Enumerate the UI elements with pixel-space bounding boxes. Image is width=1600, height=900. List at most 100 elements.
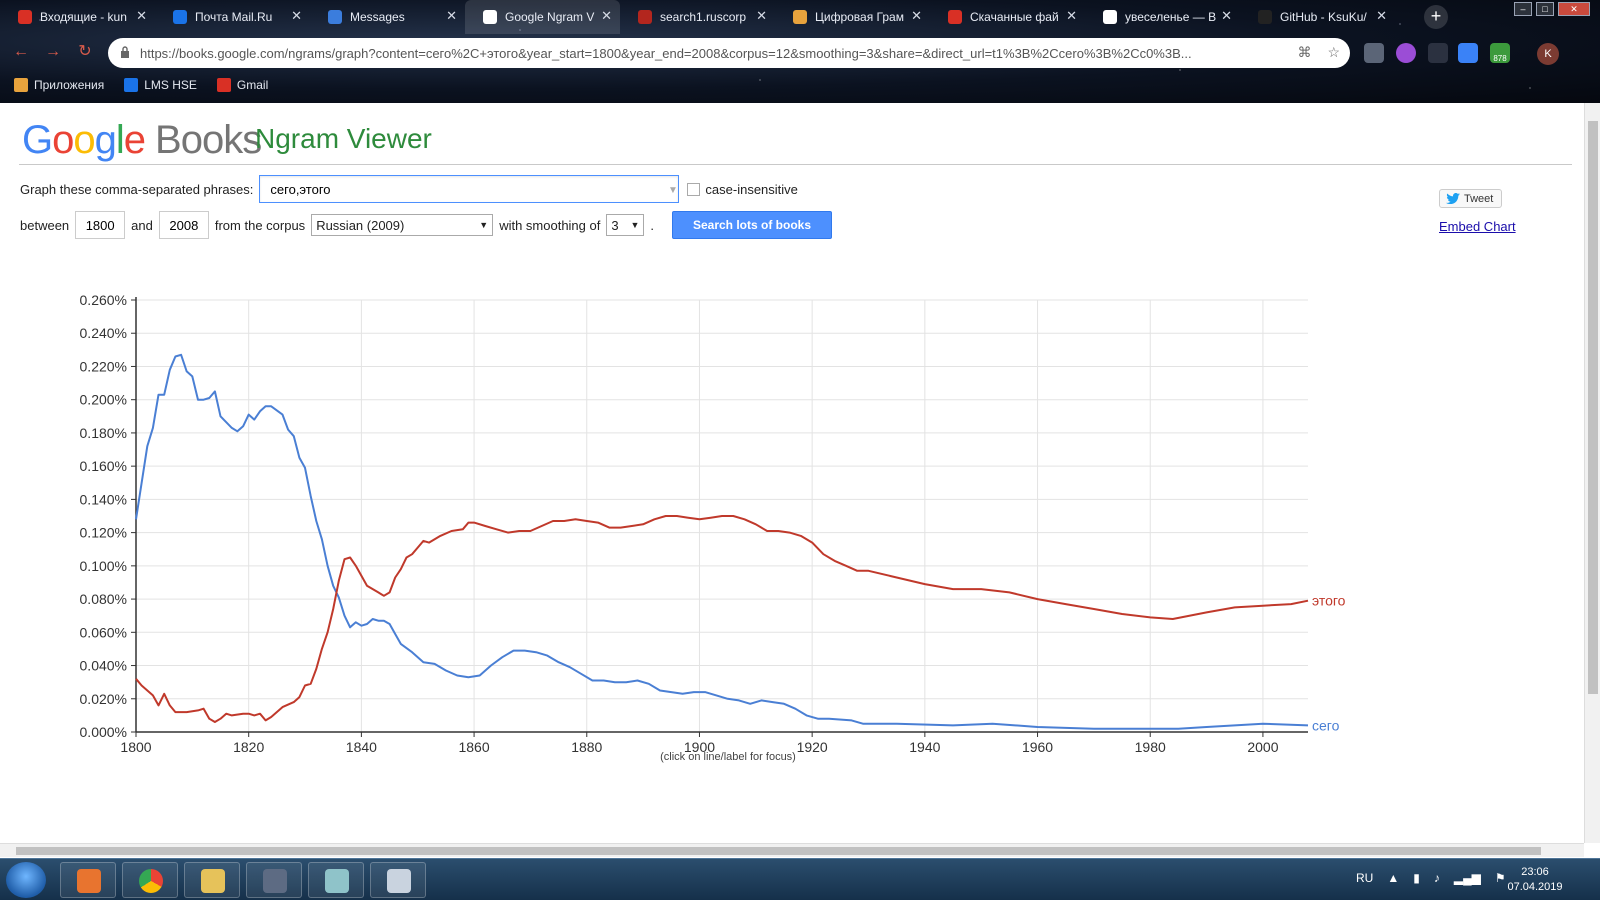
- embed-chart-link[interactable]: Embed Chart: [1439, 219, 1516, 234]
- bookmark-star-icon[interactable]: ☆: [1327, 44, 1340, 60]
- start-button[interactable]: [6, 862, 46, 898]
- close-tab-icon[interactable]: ✕: [756, 8, 767, 23]
- close-tab-icon[interactable]: ✕: [136, 8, 147, 23]
- maximize-button[interactable]: □: [1536, 2, 1554, 16]
- taskbar-chrome[interactable]: [122, 862, 178, 898]
- close-tab-icon[interactable]: ✕: [911, 8, 922, 23]
- y-tick-label: 0.220%: [80, 358, 127, 374]
- close-tab-icon[interactable]: ✕: [601, 8, 612, 23]
- search-button[interactable]: Search lots of books: [671, 211, 833, 239]
- browser-tab[interactable]: Цифровая Грам ✕: [775, 0, 930, 34]
- clock[interactable]: 23:06 07.04.2019: [1500, 865, 1570, 895]
- reload-icon[interactable]: ↻: [78, 43, 92, 60]
- close-tab-icon[interactable]: ✕: [1376, 8, 1387, 23]
- translate-icon[interactable]: ⌘: [1297, 44, 1312, 60]
- y-tick-label: 0.200%: [80, 392, 127, 408]
- year-start-input[interactable]: [75, 211, 126, 239]
- series-line-этого[interactable]: [135, 515, 1309, 723]
- taskbar-calculator[interactable]: [370, 862, 426, 898]
- browser-tab[interactable]: Входящие - kun ✕: [0, 0, 155, 34]
- series-label[interactable]: этого: [1312, 593, 1346, 609]
- extension-badge-icon[interactable]: 878: [1490, 43, 1510, 63]
- browser-tab[interactable]: Messages ✕: [310, 0, 465, 34]
- smoothing-value: 3: [611, 217, 619, 233]
- extension-moon-icon[interactable]: [1396, 43, 1416, 63]
- y-tick-label: 0.240%: [80, 325, 127, 341]
- system-tray: RU ▲ ▮ ♪ ▂▄▆ ⚑: [1356, 871, 1506, 885]
- tweet-button[interactable]: Tweet: [1439, 189, 1503, 208]
- extension-arrow-icon[interactable]: [1458, 43, 1478, 63]
- browser-tab[interactable]: Скачанные фай ✕: [930, 0, 1085, 34]
- case-insensitive-checkbox[interactable]: [687, 182, 701, 196]
- series-line-сего[interactable]: [135, 353, 1309, 730]
- x-tick-label: 1880: [571, 739, 602, 755]
- options-row: between and from the corpus Russian (200…: [20, 211, 833, 239]
- phrases-input[interactable]: [259, 175, 680, 203]
- browser-tab[interactable]: увеселенье — В ✕: [1085, 0, 1240, 34]
- header-divider: [19, 164, 1572, 165]
- windows-taskbar: RU ▲ ▮ ♪ ▂▄▆ ⚑ 23:06 07.04.2019: [0, 858, 1600, 900]
- volume-icon[interactable]: ♪: [1433, 871, 1440, 885]
- google-books-logo[interactable]: Google Books: [22, 118, 262, 162]
- vertical-scroll-thumb[interactable]: [1588, 121, 1598, 694]
- close-tab-icon[interactable]: ✕: [446, 8, 457, 23]
- close-tab-icon[interactable]: ✕: [291, 8, 302, 23]
- forward-icon[interactable]: →: [45, 43, 61, 60]
- browser-tab[interactable]: GitHub - KsuKu/ ✕: [1240, 0, 1395, 34]
- x-tick-label: 2000: [1247, 739, 1278, 755]
- network-icon[interactable]: ▮: [1413, 871, 1420, 885]
- address-bar[interactable]: https://books.google.com/ngrams/graph?co…: [108, 38, 1350, 68]
- language-indicator[interactable]: RU: [1356, 871, 1374, 885]
- bookmark-icon: [124, 78, 139, 92]
- vertical-scrollbar[interactable]: [1584, 103, 1600, 843]
- extension-cursor-icon[interactable]: [1428, 43, 1448, 63]
- taskbar-media-player[interactable]: [60, 862, 116, 898]
- x-tick-label: 1840: [346, 739, 377, 755]
- bookmark-item[interactable]: LMS HSE: [124, 78, 197, 92]
- tab-title: search1.ruscorp: [660, 10, 747, 24]
- taskbar-app-5[interactable]: [308, 862, 364, 898]
- phrases-label: Graph these comma-separated phrases:: [20, 181, 254, 197]
- series-label[interactable]: сего: [1312, 717, 1340, 733]
- page-title: Ngram Viewer: [255, 123, 432, 154]
- horizontal-scroll-thumb[interactable]: [16, 847, 1541, 855]
- close-tab-icon[interactable]: ✕: [1221, 8, 1232, 23]
- ngram-chart: 0.000% 0.020% 0.040% 0.060% 0.080% 0.100% 0.12…: [80, 292, 1346, 755]
- horizontal-scrollbar[interactable]: [0, 843, 1584, 857]
- tab-favicon-icon: [328, 10, 342, 24]
- x-tick-label: 1860: [458, 739, 489, 755]
- flag-icon[interactable]: ⚑: [1494, 871, 1506, 885]
- back-icon[interactable]: ←: [13, 43, 29, 60]
- tab-title: Messages: [350, 10, 405, 24]
- smoothing-select[interactable]: 3 ▼: [606, 214, 645, 236]
- y-tick-label: 0.000%: [80, 724, 127, 740]
- phrase-row: Graph these comma-separated phrases: ▼ c…: [20, 175, 798, 203]
- x-tick-label: 1940: [909, 739, 940, 755]
- clock-date: 07.04.2019: [1507, 881, 1563, 893]
- close-tab-icon[interactable]: ✕: [1066, 8, 1077, 23]
- clock-time: 23:06: [1521, 866, 1549, 878]
- year-end-input[interactable]: [158, 211, 209, 239]
- smoothing-label: with smoothing of: [499, 217, 601, 233]
- taskbar-explorer[interactable]: [184, 862, 240, 898]
- taskbar-app-4[interactable]: [246, 862, 302, 898]
- y-tick-label: 0.140%: [80, 491, 127, 507]
- bookmarks-bar: Приложения LMS HSE Gmail: [0, 73, 268, 97]
- corpus-select[interactable]: Russian (2009) ▼: [311, 214, 494, 236]
- bookmark-item[interactable]: Gmail: [216, 78, 268, 92]
- browser-tab[interactable]: search1.ruscorp ✕: [620, 0, 775, 34]
- profile-avatar[interactable]: K: [1537, 43, 1559, 65]
- minimize-button[interactable]: –: [1514, 2, 1532, 16]
- browser-tab[interactable]: Почта Mail.Ru ✕: [155, 0, 310, 34]
- bookmark-item[interactable]: Приложения: [14, 78, 104, 92]
- tab-favicon-icon: [483, 10, 497, 24]
- new-tab-button[interactable]: +: [1424, 5, 1448, 29]
- extension-icon[interactable]: [1364, 43, 1384, 63]
- browser-tab[interactable]: Google Ngram V ✕: [465, 0, 620, 34]
- tab-title: Почта Mail.Ru: [195, 10, 273, 24]
- between-label: between: [20, 217, 70, 233]
- close-window-button[interactable]: ✕: [1558, 2, 1590, 16]
- history-dropdown-icon[interactable]: ▼: [668, 185, 678, 196]
- tray-arrow-icon[interactable]: ▲: [1387, 871, 1400, 885]
- signal-icon[interactable]: ▂▄▆: [1453, 871, 1481, 885]
